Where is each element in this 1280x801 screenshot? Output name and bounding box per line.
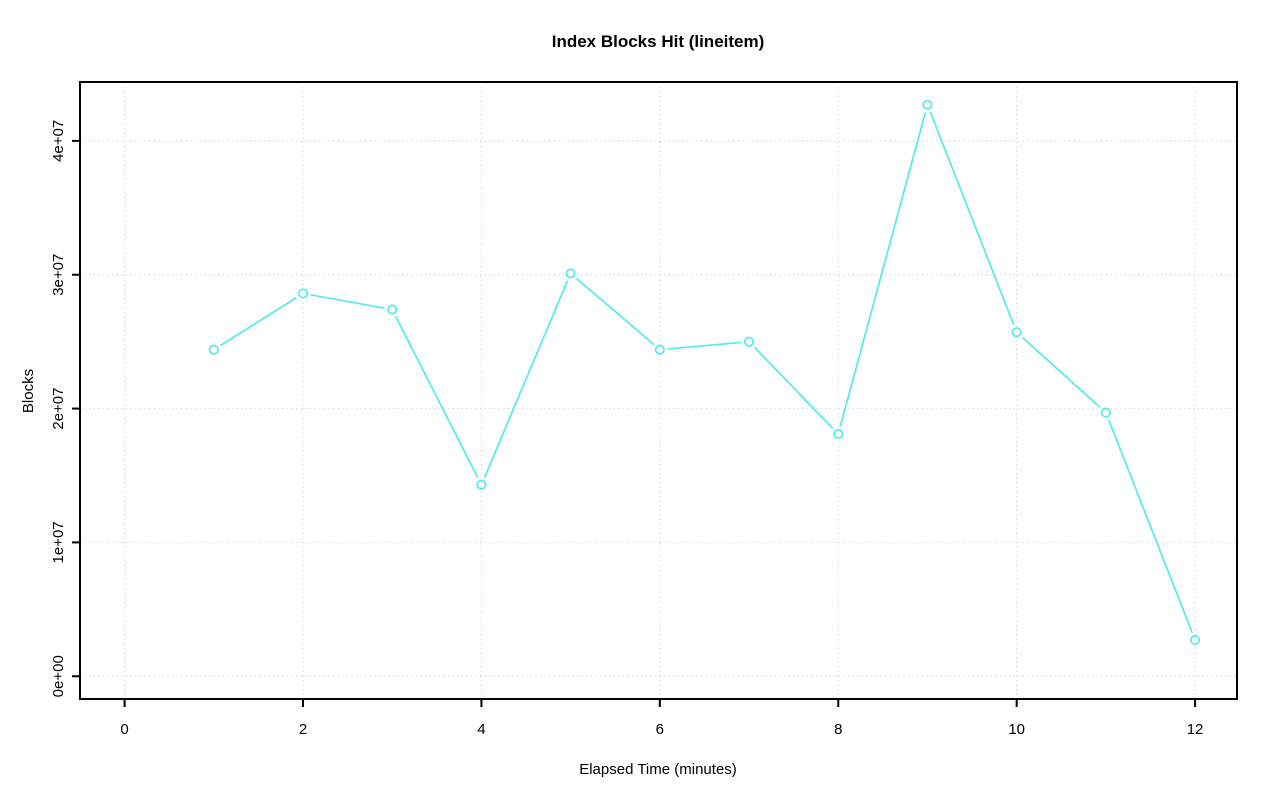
- y-tick-label: 0e+00: [50, 655, 67, 697]
- series-segment: [754, 346, 834, 429]
- data-point-marker: [833, 428, 844, 440]
- y-tick-label: 1e+07: [50, 521, 67, 563]
- y-tick-label: 3e+07: [50, 254, 67, 296]
- data-point-marker: [654, 344, 665, 355]
- series-segment: [1022, 337, 1101, 408]
- x-tick-label: 8: [834, 721, 842, 738]
- y-axis-label: Blocks: [20, 369, 37, 413]
- y-tick-label: 2e+07: [50, 387, 67, 429]
- x-tick-label: 0: [120, 721, 128, 738]
- gridlines: [80, 82, 1237, 699]
- series-segment: [667, 341, 742, 350]
- series-segment: [839, 112, 927, 427]
- series-segment: [1108, 419, 1193, 634]
- series-segment: [395, 316, 479, 479]
- series-segment: [220, 297, 297, 346]
- x-tick-label: 10: [1008, 721, 1025, 738]
- x-tick-label: 12: [1187, 721, 1204, 738]
- data-point-marker: [565, 268, 576, 279]
- x-tick-label: 6: [656, 721, 664, 738]
- data-point-marker: [743, 336, 755, 347]
- x-tick-label: 4: [477, 721, 485, 738]
- data-point-marker: [1100, 407, 1111, 418]
- data-series: [208, 99, 1201, 646]
- data-point-marker: [208, 344, 219, 355]
- data-point-marker: [922, 99, 933, 110]
- data-point-marker: [476, 479, 487, 490]
- series-segment: [576, 278, 655, 346]
- x-tick-label: 2: [299, 721, 307, 738]
- y-tick-label: 4e+07: [50, 120, 67, 162]
- series-segment: [483, 280, 569, 478]
- data-point-marker: [1011, 327, 1022, 338]
- series-segment: [929, 111, 1015, 326]
- series-segment: [310, 294, 385, 309]
- data-point-marker: [387, 304, 398, 315]
- data-point-marker: [1190, 635, 1201, 646]
- data-point-marker: [297, 288, 309, 299]
- x-axis-label: Elapsed Time (minutes): [579, 761, 737, 778]
- axis-ticks: 0 2 4 6 8 10 12 0e+00 1e+07 2e+07 3e+07 4e+07: [50, 120, 1203, 738]
- chart-title: Index Blocks Hit (lineitem): [552, 32, 765, 51]
- plot-area-border: [79, 81, 1238, 700]
